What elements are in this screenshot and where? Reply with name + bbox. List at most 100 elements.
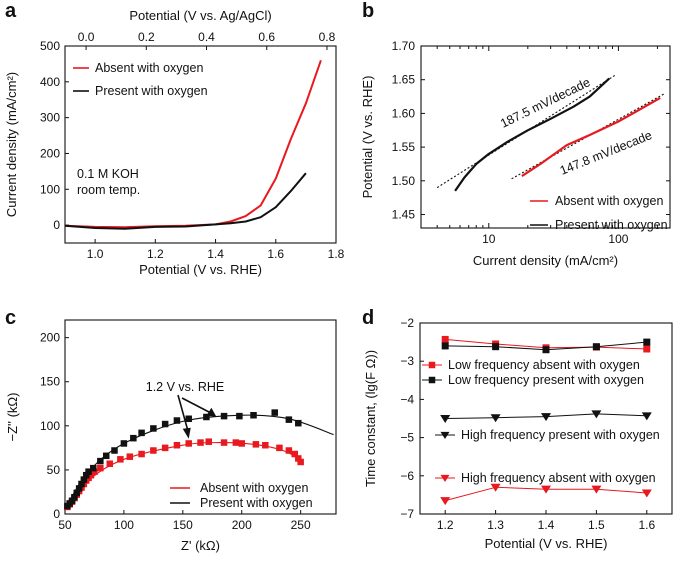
data-point-absent	[173, 441, 181, 449]
data-point-present	[85, 468, 92, 475]
legend-entry: Present with oxygen	[555, 218, 668, 232]
legend-entry: Present with oxygen	[200, 496, 313, 510]
data-point	[441, 335, 449, 343]
data-point-present	[236, 412, 243, 420]
x-tick-label: 250	[291, 518, 311, 532]
series-line-present	[454, 77, 611, 192]
y-tick-label: 1.70	[392, 39, 416, 53]
data-point-absent	[87, 471, 95, 479]
x2-tick-label: 0.4	[198, 30, 215, 44]
x-tick-label: 100	[114, 518, 134, 532]
data-point	[591, 410, 602, 419]
y-tick-label: −4	[400, 392, 414, 406]
data-point	[641, 412, 652, 421]
x2-tick-label: 0.8	[319, 30, 336, 44]
x-tick-label: 1.0	[87, 247, 104, 261]
data-point	[440, 497, 451, 506]
data-point-absent	[252, 441, 260, 448]
data-point-present	[73, 489, 81, 497]
data-point	[492, 343, 500, 351]
data-point-absent	[117, 456, 124, 463]
y-tick-label: −3	[400, 354, 414, 368]
data-point-present	[68, 497, 76, 505]
data-point-absent	[97, 464, 104, 472]
annotation-line: 0.1 M KOH	[77, 167, 139, 181]
y-tick-label: 1.45	[392, 208, 416, 222]
y-tick-label: 400	[40, 75, 60, 89]
x-axis-label: Potential (V vs. RHE)	[485, 536, 608, 551]
data-point-present	[78, 480, 85, 488]
data-point-absent	[106, 460, 114, 467]
data-point	[490, 483, 501, 492]
x2-axis-label: Potential (V vs. Ag/AgCl)	[129, 8, 271, 23]
data-point	[643, 338, 651, 346]
y-tick-label: 200	[40, 331, 60, 345]
y-tick-label: 200	[40, 146, 60, 160]
legend-marker	[428, 361, 436, 369]
y-axis-label: Time constant, (lg(F Ω))	[363, 350, 378, 487]
data-point-present	[295, 419, 302, 427]
data-point-present	[111, 447, 118, 454]
data-point-absent	[297, 458, 304, 466]
data-point-absent	[291, 450, 299, 458]
data-point-present	[250, 411, 257, 419]
x-tick-label: 1.4	[538, 518, 555, 532]
data-point	[542, 346, 550, 354]
panel-b-frame	[420, 45, 671, 229]
annotation-arrow	[177, 394, 190, 434]
data-point-present	[82, 471, 90, 479]
x-tick-label: 200	[232, 518, 252, 532]
x-axis-label: Z' (kΩ)	[181, 538, 220, 553]
data-point-present	[97, 457, 104, 465]
x-tick-label: 50	[58, 518, 72, 532]
y-tick-label: 300	[40, 111, 60, 125]
potential-annotation: 1.2 V vs. RHE	[146, 380, 225, 394]
data-point-present	[138, 429, 145, 437]
data-point-present	[102, 452, 110, 460]
legend-entry: Low frequency absent with oxygen	[448, 358, 640, 372]
legend-entry: Low frequency present with oxygen	[448, 373, 644, 387]
legend-entry: Absent with oxygen	[555, 194, 663, 208]
x-axis-label: Current density (mA/cm²)	[473, 253, 618, 268]
data-point	[643, 345, 651, 353]
x2-tick-label: 0.0	[78, 30, 95, 44]
data-point-present	[90, 464, 97, 472]
panel-c-frame	[64, 319, 337, 515]
data-point	[440, 415, 451, 423]
y-tick-label: 0	[53, 507, 60, 521]
x-tick-label: 10	[482, 232, 496, 246]
data-point-absent	[185, 440, 192, 447]
series-line-present	[64, 172, 307, 230]
y-tick-label: −2	[400, 316, 414, 330]
y-tick-label: −6	[400, 469, 414, 483]
data-point-absent	[161, 444, 169, 452]
y-tick-label: 500	[40, 39, 60, 53]
data-point-absent	[205, 438, 212, 445]
data-point-present	[185, 415, 192, 423]
slope-annotation: 147.8 mV/decade	[558, 128, 654, 178]
x2-tick-label: 0.6	[258, 30, 275, 44]
x-axis-label: Potential (V vs. RHE)	[139, 262, 262, 277]
y-axis-label: Current density (mA/cm²)	[4, 72, 19, 217]
legend-marker	[440, 431, 450, 440]
data-point-present	[173, 417, 181, 424]
panel-label-c: c	[5, 307, 16, 329]
x-tick-label: 1.5	[588, 518, 605, 532]
series-line-absent	[521, 96, 661, 178]
data-point-present	[80, 476, 88, 483]
data-point-absent	[262, 441, 269, 449]
data-point-absent	[220, 439, 228, 446]
x-tick-label: 1.6	[638, 518, 655, 532]
x-tick-label: 1.8	[328, 247, 345, 261]
legend-marker	[440, 474, 450, 483]
data-point-present	[285, 416, 293, 423]
data-point	[641, 489, 652, 498]
annotation-line: room temp.	[77, 183, 140, 197]
data-point	[592, 343, 600, 351]
data-point-present	[71, 493, 78, 501]
data-point-absent	[232, 439, 240, 446]
y-tick-label: 0	[53, 218, 60, 232]
data-point	[490, 414, 501, 423]
x-tick-label: 1.6	[267, 247, 284, 261]
panel-label-d: d	[362, 307, 374, 329]
